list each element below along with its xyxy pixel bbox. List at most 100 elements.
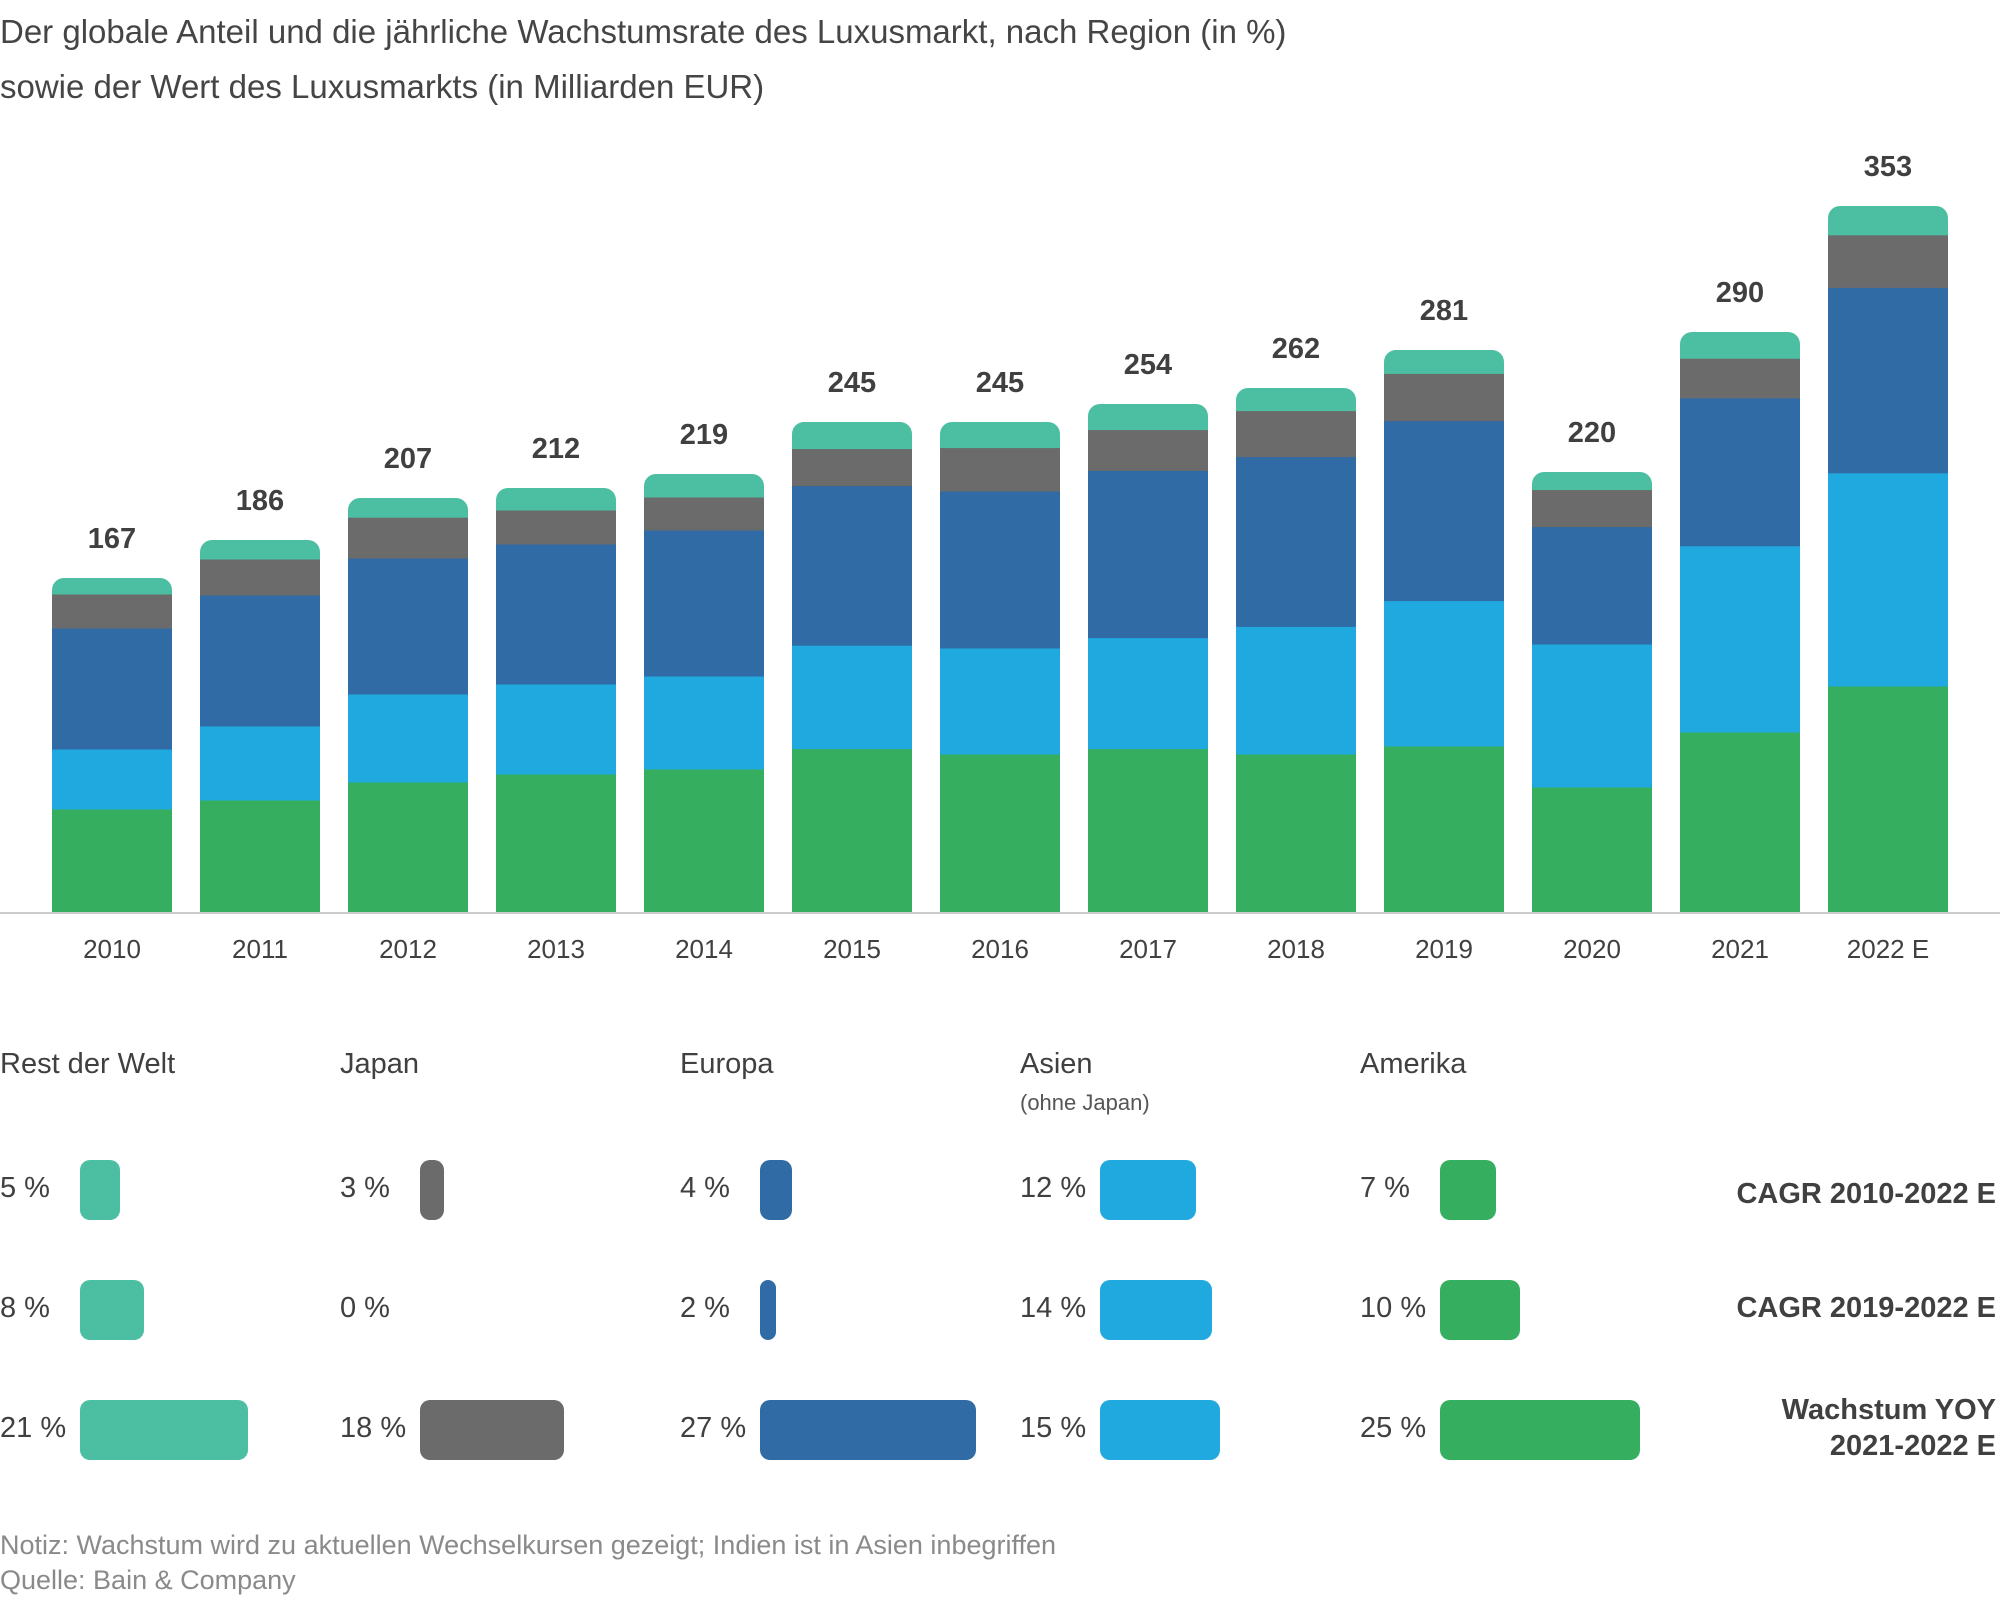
segment-japan-2021 [1680, 358, 1800, 399]
x-tick-2022-e: 2022 E [1847, 934, 1929, 964]
growth-value-asien-1: 12 % [1020, 1172, 1087, 1204]
segment-amerika-2022-e [1828, 686, 1948, 913]
segment-asien-ohne-japan-2020 [1532, 644, 1652, 788]
segment-europa-2019 [1384, 420, 1504, 602]
segment-amerika-2015 [792, 748, 912, 913]
segment-japan-2015 [792, 448, 912, 487]
growth-bar-amerika-2 [1440, 1280, 1520, 1340]
x-tick-2017: 2017 [1119, 934, 1177, 964]
segment-japan-2012 [348, 517, 468, 559]
growth-bar-asien-3 [1100, 1400, 1220, 1460]
segment-rest-der-welt-2012 [348, 498, 468, 518]
segment-amerika-2013 [496, 774, 616, 913]
legend-head-europa: Europa [680, 1048, 774, 1080]
growth-bar-asien-1 [1100, 1160, 1196, 1220]
legend-head-rest-der-welt: Rest der Welt [0, 1048, 176, 1080]
bar-2010 [52, 578, 172, 913]
x-tick-2015: 2015 [823, 934, 881, 964]
growth-value-rest-der-welt-2: 8 % [0, 1292, 50, 1324]
segment-europa-2010 [52, 628, 172, 750]
growth-bar-europa-3 [760, 1400, 976, 1460]
segment-amerika-2014 [644, 769, 764, 913]
segment-europa-2017 [1088, 470, 1208, 639]
growth-bar-japan-3 [420, 1400, 564, 1460]
growth-bar-europa-1 [760, 1160, 792, 1220]
source-note: Quelle: Bain & Company [0, 1565, 296, 1595]
segment-asien-ohne-japan-2015 [792, 645, 912, 750]
segment-amerika-2012 [348, 782, 468, 913]
total-label-2014: 219 [680, 419, 728, 451]
legend-head-japan: Japan [340, 1048, 420, 1080]
bar-2013 [496, 488, 616, 913]
segment-amerika-2020 [1532, 787, 1652, 913]
chart-title-line-2: sowie der Wert des Luxusmarkts (in Milli… [0, 68, 765, 105]
growth-value-asien-2: 14 % [1020, 1292, 1087, 1324]
segment-asien-ohne-japan-2014 [644, 676, 764, 770]
segment-japan-2013 [496, 510, 616, 545]
segment-amerika-2019 [1384, 746, 1504, 913]
x-tick-2018: 2018 [1267, 934, 1325, 964]
footnote: Notiz: Wachstum wird zu aktuellen Wechse… [0, 1530, 1057, 1560]
segment-europa-2014 [644, 530, 764, 677]
segment-asien-ohne-japan-2012 [348, 694, 468, 783]
segment-rest-der-welt-2021 [1680, 332, 1800, 359]
segment-rest-der-welt-2020 [1532, 472, 1652, 491]
segment-europa-2012 [348, 558, 468, 695]
bar-2018 [1236, 388, 1356, 913]
total-label-2011: 186 [236, 485, 284, 517]
total-label-2019: 281 [1420, 295, 1468, 327]
growth-value-rest-der-welt-3: 21 % [0, 1412, 67, 1444]
bar-2022-e [1828, 206, 1948, 913]
segment-japan-2014 [644, 497, 764, 531]
x-tick-2013: 2013 [527, 934, 585, 964]
segment-asien-ohne-japan-2018 [1236, 626, 1356, 755]
growth-value-europa-2: 2 % [680, 1292, 730, 1324]
bar-2012 [348, 498, 468, 913]
segment-europa-2015 [792, 485, 912, 646]
segment-rest-der-welt-2018 [1236, 388, 1356, 412]
growth-bar-rest-der-welt-3 [80, 1400, 248, 1460]
growth-bar-amerika-3 [1440, 1400, 1640, 1460]
segment-amerika-2011 [200, 800, 320, 913]
growth-value-amerika-2: 10 % [1360, 1292, 1427, 1324]
segment-amerika-2017 [1088, 748, 1208, 913]
segment-rest-der-welt-2015 [792, 422, 912, 450]
segment-asien-ohne-japan-2021 [1680, 545, 1800, 733]
growth-value-amerika-1: 7 % [1360, 1172, 1410, 1204]
x-tick-2010: 2010 [83, 934, 141, 964]
segment-europa-2011 [200, 595, 320, 727]
segment-rest-der-welt-2013 [496, 488, 616, 511]
growth-bar-rest-der-welt-1 [80, 1160, 120, 1220]
growth-bar-amerika-1 [1440, 1160, 1496, 1220]
total-label-2016: 245 [976, 367, 1024, 399]
growth-value-europa-3: 27 % [680, 1412, 747, 1444]
growth-bar-japan-1 [420, 1160, 444, 1220]
bar-2016 [940, 422, 1060, 913]
segment-amerika-2010 [52, 809, 172, 913]
segment-asien-ohne-japan-2011 [200, 726, 320, 801]
growth-bar-europa-2 [760, 1280, 776, 1340]
growth-value-japan-3: 18 % [340, 1412, 407, 1444]
total-label-2018: 262 [1272, 333, 1320, 365]
segment-japan-2011 [200, 559, 320, 596]
total-label-2017: 254 [1124, 349, 1172, 381]
total-label-2021: 290 [1716, 277, 1764, 309]
segment-europa-2022-e [1828, 287, 1948, 474]
segment-japan-2018 [1236, 410, 1356, 458]
row-label-yoy-line-1: Wachstum YOY [1781, 1394, 1996, 1426]
bar-2017 [1088, 404, 1208, 913]
x-tick-2021: 2021 [1711, 934, 1769, 964]
x-tick-2014: 2014 [675, 934, 733, 964]
segment-rest-der-welt-2011 [200, 540, 320, 560]
total-label-2012: 207 [384, 443, 432, 475]
segment-rest-der-welt-2017 [1088, 404, 1208, 431]
bar-2019 [1384, 350, 1504, 913]
row-label-cagr-2010-2022: CAGR 2010-2022 E [1736, 1178, 1996, 1210]
growth-value-rest-der-welt-1: 5 % [0, 1172, 50, 1204]
segment-rest-der-welt-2022-e [1828, 206, 1948, 236]
segment-japan-2016 [940, 447, 1060, 492]
growth-bar-rest-der-welt-2 [80, 1280, 144, 1340]
bar-2020 [1532, 472, 1652, 913]
legend-note-asien: (ohne Japan) [1020, 1090, 1150, 1115]
segment-asien-ohne-japan-2022-e [1828, 472, 1948, 687]
